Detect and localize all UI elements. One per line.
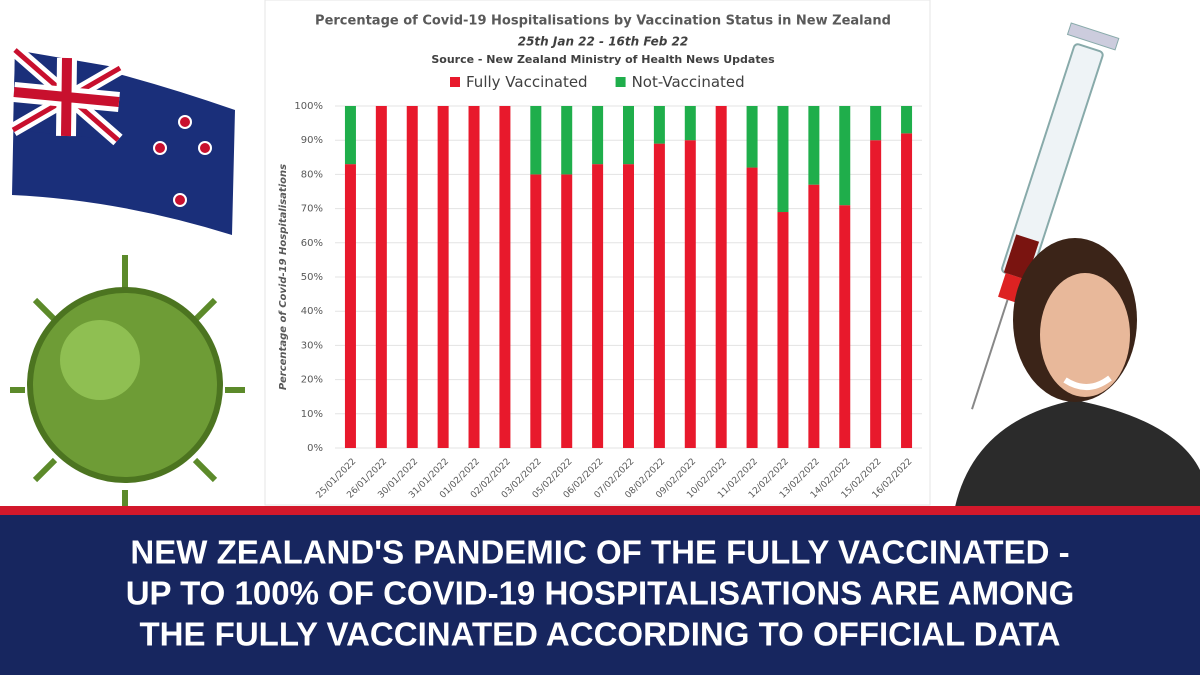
bar-segment [592, 106, 604, 165]
bar-segment [746, 106, 758, 168]
bar-segment [839, 205, 851, 448]
headline-line: NEW ZEALAND'S PANDEMIC OF THE FULLY VACC… [130, 534, 1069, 571]
legend-label: Not-Vaccinated [632, 73, 745, 91]
virus [10, 255, 245, 515]
bar-segment [530, 174, 542, 448]
bar-segment [499, 106, 511, 448]
syringe [971, 22, 1120, 410]
headline-line: UP TO 100% OF COVID-19 HOSPITALISATIONS … [126, 575, 1075, 612]
y-tick-label: 10% [301, 409, 323, 420]
banner [0, 515, 1200, 675]
person [955, 238, 1200, 507]
headline-line: THE FULLY VACCINATED ACCORDING TO OFFICI… [140, 616, 1061, 653]
banner-stripe [0, 506, 1200, 515]
y-tick-label: 0% [307, 443, 323, 454]
bar-segment [406, 106, 418, 448]
bar-segment [839, 106, 851, 206]
y-axis-label: Percentage of Covid-19 Hospitalisations [278, 164, 289, 390]
bar-segment [777, 212, 789, 448]
y-tick-label: 30% [301, 340, 323, 351]
bar-segment [746, 167, 758, 448]
bar-segment [808, 184, 820, 448]
bar-segment [777, 106, 789, 213]
y-tick-label: 90% [301, 135, 323, 146]
chart-source: Source - New Zealand Ministry of Health … [431, 53, 775, 66]
bar-segment [375, 106, 387, 448]
bar-segment [530, 106, 542, 175]
chart-title: Percentage of Covid-19 Hospitalisations … [315, 14, 891, 29]
bar-segment [901, 133, 913, 449]
bar-segment [901, 106, 913, 134]
bar-segment [344, 164, 356, 448]
bar-segment [592, 164, 604, 448]
y-tick-label: 80% [301, 169, 323, 180]
y-tick-label: 50% [301, 272, 323, 283]
bar-segment [561, 106, 573, 175]
bar-segment [561, 174, 573, 448]
bar-segment [808, 106, 820, 185]
chart-subtitle: 25th Jan 22 - 16th Feb 22 [518, 35, 689, 49]
bar-segment [344, 106, 356, 165]
legend: Fully Vaccinated Not-Vaccinated [450, 73, 745, 91]
bar-segment [715, 106, 727, 448]
bar-segment [870, 140, 882, 448]
bar-segment [684, 140, 696, 448]
bar-segment [653, 106, 665, 144]
y-tick-label: 100% [294, 101, 323, 112]
bar-segment [870, 106, 882, 141]
bar-segment [623, 106, 634, 165]
legend-swatch [615, 77, 626, 87]
bar-segment [437, 106, 449, 448]
y-tick-label: 70% [301, 204, 323, 215]
y-tick-label: 60% [301, 238, 323, 249]
legend-swatch [450, 77, 460, 87]
bar-segment [684, 106, 696, 141]
bar-segment [623, 164, 634, 448]
legend-label: Fully Vaccinated [466, 73, 588, 91]
flag [9, 44, 235, 235]
bar-segment [653, 143, 665, 448]
bar-segment [468, 106, 480, 448]
y-tick-label: 40% [301, 306, 323, 317]
y-tick-label: 20% [301, 375, 323, 386]
